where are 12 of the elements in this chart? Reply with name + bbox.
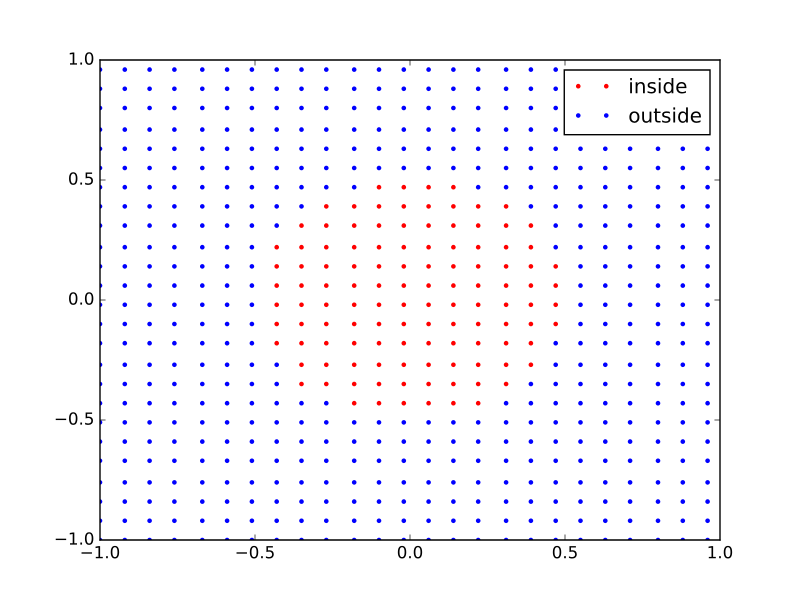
- x-tick-label: 1.0: [708, 546, 732, 558]
- y-tick-label: −1.0: [56, 532, 94, 545]
- y-tick-label: 1.0: [70, 52, 94, 65]
- legend-label: inside: [630, 78, 686, 94]
- x-tick-label: −0.5: [236, 546, 274, 558]
- x-tick-label: 0.0: [398, 546, 422, 558]
- y-tick-label: 0.0: [69, 292, 94, 305]
- x-tick-label: −1.0: [82, 546, 120, 558]
- y-tick-label: −0.5: [56, 412, 93, 425]
- legend-label: outside: [629, 107, 701, 123]
- x-tick-label: 0.5: [552, 546, 577, 558]
- y-tick-label: 0.5: [69, 172, 93, 185]
